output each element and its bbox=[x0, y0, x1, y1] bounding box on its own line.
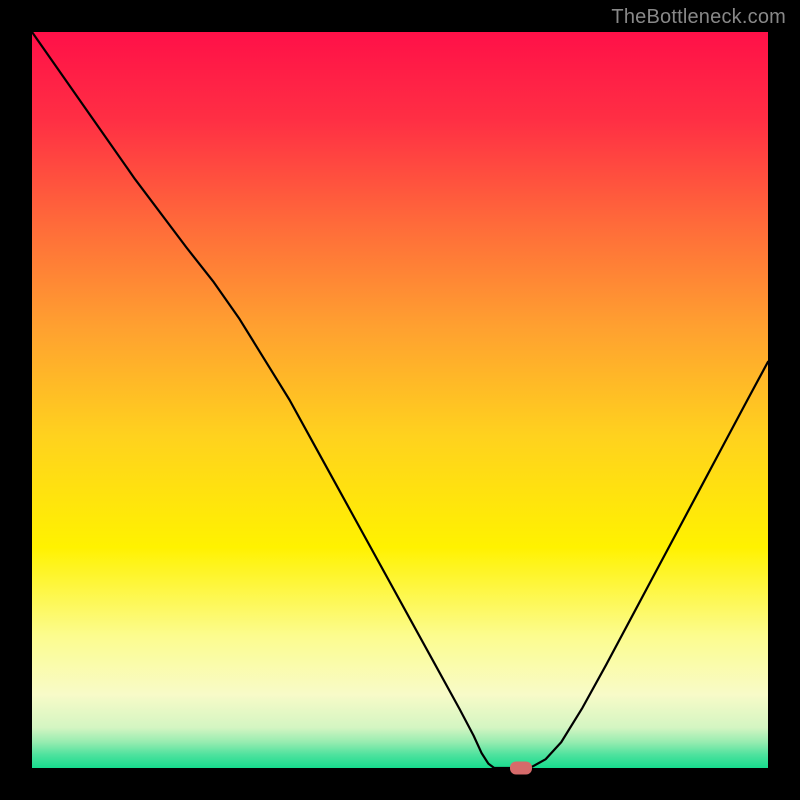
watermark-text: TheBottleneck.com bbox=[611, 6, 786, 29]
plot-area bbox=[32, 32, 768, 768]
optimal-point-marker bbox=[510, 762, 532, 775]
bottleneck-curve bbox=[32, 32, 768, 768]
